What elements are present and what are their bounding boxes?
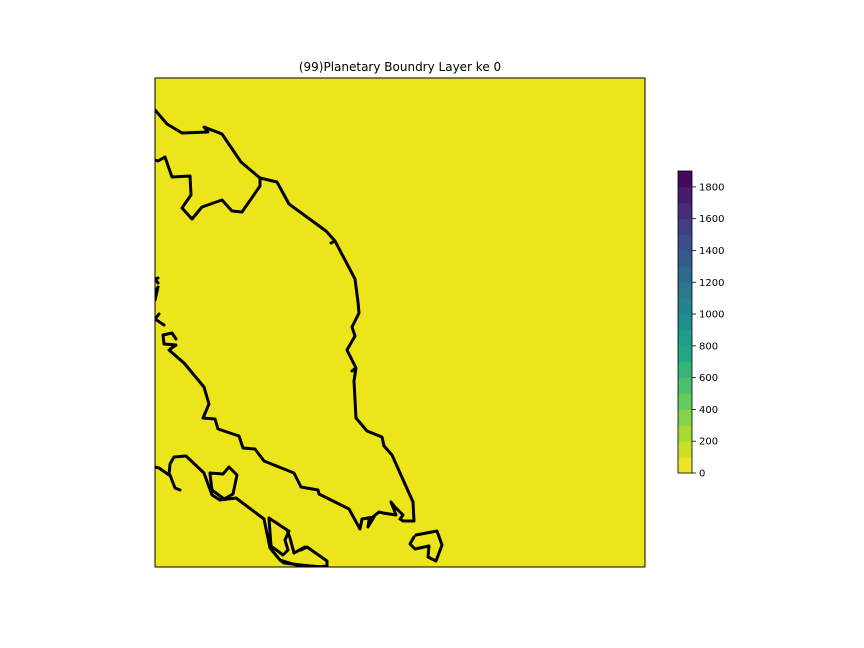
colorbar-tick-label: 1600 [699, 214, 724, 225]
colorbar-tick-label: 1800 [699, 182, 724, 193]
coastline-bottom [278, 558, 327, 567]
coastline-peninsula-west [155, 155, 262, 221]
colorbar-segment [678, 393, 692, 410]
coastline-north [155, 108, 416, 531]
map-field [155, 78, 645, 567]
island-inner [208, 465, 239, 501]
colorbar-tick-label: 1400 [699, 246, 724, 257]
colorbar-tick-label: 400 [699, 405, 718, 416]
colorbar-tick-label: 0 [699, 469, 705, 480]
coastline-south [155, 454, 329, 567]
colorbar-segment [678, 282, 692, 299]
colorbar-segment [678, 361, 692, 379]
map-frame [154, 77, 646, 568]
colorbar-segment [678, 457, 692, 474]
colorbar-segment [678, 218, 692, 235]
colorbar-segment [678, 171, 692, 188]
colorbar-tick-label: 800 [699, 341, 718, 352]
colorbar: 0 200 400 600 800 1000 1200 1400 1600 1800 [677, 170, 724, 480]
colorbar-segment [678, 425, 692, 442]
colorbar-tick-label: 1000 [699, 310, 724, 321]
colorbar-segment [678, 377, 692, 394]
colorbar-tick-label: 600 [699, 373, 718, 384]
colorbar-segment [678, 345, 692, 363]
colorbar-segment [678, 202, 692, 220]
coastline-hook [168, 473, 182, 492]
colorbar-segment [678, 234, 692, 251]
coastlines [155, 108, 444, 567]
colorbar-segment [678, 409, 692, 426]
colorbar-segment [678, 186, 692, 204]
map-title: (99)Planetary Boundry Layer ke 0 [298, 60, 502, 74]
colorbar-tick-label: 200 [699, 437, 718, 448]
colorbar-segment [678, 298, 692, 315]
colorbar-segment [678, 314, 692, 331]
colorbar-frame [677, 170, 693, 474]
colorbar-segment [678, 266, 692, 283]
colorbar-segment [678, 250, 692, 267]
colorbar-segment [678, 329, 692, 347]
island-southeast [408, 529, 444, 563]
colorbar-tick-label: 1200 [699, 278, 724, 289]
colorbar-segment [678, 441, 692, 458]
